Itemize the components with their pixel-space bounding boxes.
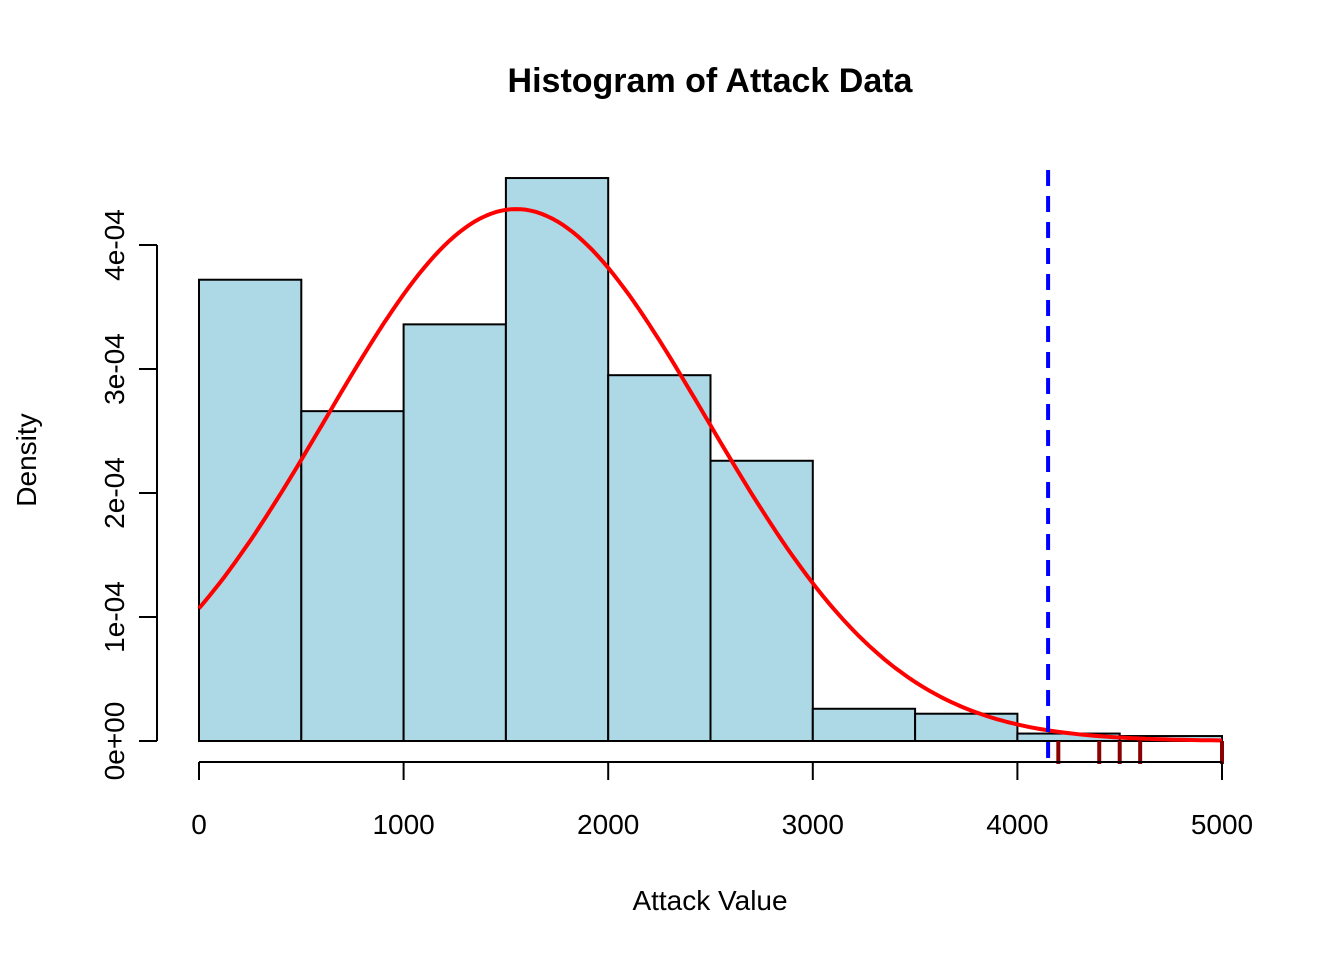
y-tick-label-3: 3e-04 xyxy=(99,333,130,405)
x-tick-label-5000: 5000 xyxy=(1191,809,1253,840)
y-tick-label-1: 1e-04 xyxy=(99,581,130,653)
x-axis-label: Attack Value xyxy=(632,885,787,916)
histogram-bar-5 xyxy=(607,374,712,742)
y-tick-label-4: 4e-04 xyxy=(99,209,130,281)
x-tick-label-1000: 1000 xyxy=(372,809,434,840)
histogram-bar-4 xyxy=(504,177,610,743)
density-curve-line xyxy=(197,207,1223,743)
histogram-bar-7 xyxy=(811,707,917,743)
y-tick-label-0: 0e+00 xyxy=(99,702,130,781)
histogram-bars xyxy=(198,177,1223,743)
histogram-bar-8 xyxy=(914,712,1019,742)
y-axis-label: Density xyxy=(11,413,42,506)
density-curve-group xyxy=(197,207,1223,743)
histogram-bar-1 xyxy=(198,278,303,742)
x-tick-label-2000: 2000 xyxy=(577,809,639,840)
y-axis: 0e+00 1e-04 2e-04 3e-04 4e-04 xyxy=(99,209,158,781)
x-axis: 0 1000 2000 3000 4000 5000 xyxy=(191,761,1253,840)
y-tick-label-2: 2e-04 xyxy=(99,457,130,529)
rug-marks xyxy=(1056,741,1224,764)
x-tick-label-0: 0 xyxy=(191,809,207,840)
histogram-bar-2 xyxy=(300,410,405,742)
x-tick-label-3000: 3000 xyxy=(782,809,844,840)
histogram-bar-3 xyxy=(402,323,507,742)
x-tick-label-4000: 4000 xyxy=(986,809,1048,840)
histogram-bar-6 xyxy=(709,459,814,742)
chart-title: Histogram of Attack Data xyxy=(508,62,914,100)
